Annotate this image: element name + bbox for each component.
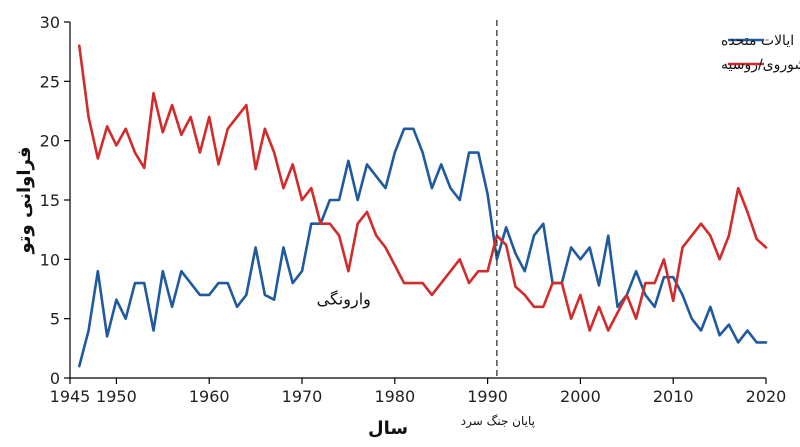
axes: 1945 1950 1960 1970 1980 1990 2000 2010 2020 0 5 10… <box>14 13 786 439</box>
series-group <box>77 44 768 368</box>
x-tick-label: 2020 <box>746 387 787 406</box>
x-tick-label: 2000 <box>560 387 601 406</box>
x-tick-label: 1945 <box>50 387 91 406</box>
overlay-group: پایان جنگ سرد وارونگی <box>317 20 535 429</box>
y-axis-title: فراوانی وتو <box>14 147 35 255</box>
y-tick-label: 15 <box>40 191 60 210</box>
y-tick-label: 10 <box>40 250 60 269</box>
legend: ایالات متحده اتحاد جماهیر شوروی/روسیه <box>721 33 800 73</box>
y-tick-label: 0 <box>50 369 60 388</box>
legend-label-1: اتحاد جماهیر شوروی/روسیه <box>721 57 800 73</box>
x-tick-label: 1950 <box>96 387 137 406</box>
x-tick-label: 1990 <box>467 387 508 406</box>
x-axis-title: سال <box>368 418 408 439</box>
x-tick-label: 2010 <box>653 387 694 406</box>
series-line-1 <box>77 44 768 332</box>
legend-label-0: ایالات متحده <box>721 33 794 49</box>
x-tick-label: 1970 <box>282 387 323 406</box>
x-tick-label: 1960 <box>189 387 230 406</box>
y-tick-label: 20 <box>40 132 60 151</box>
y-tick-label: 5 <box>50 310 60 329</box>
y-tick-label: 25 <box>40 72 60 91</box>
x-tick-label: 1980 <box>374 387 415 406</box>
cold-war-end-label: پایان جنگ سرد <box>461 414 535 429</box>
annotation-inversion: وارونگی <box>317 289 371 309</box>
y-tick-label: 30 <box>40 13 60 32</box>
series-line-0 <box>77 127 768 368</box>
